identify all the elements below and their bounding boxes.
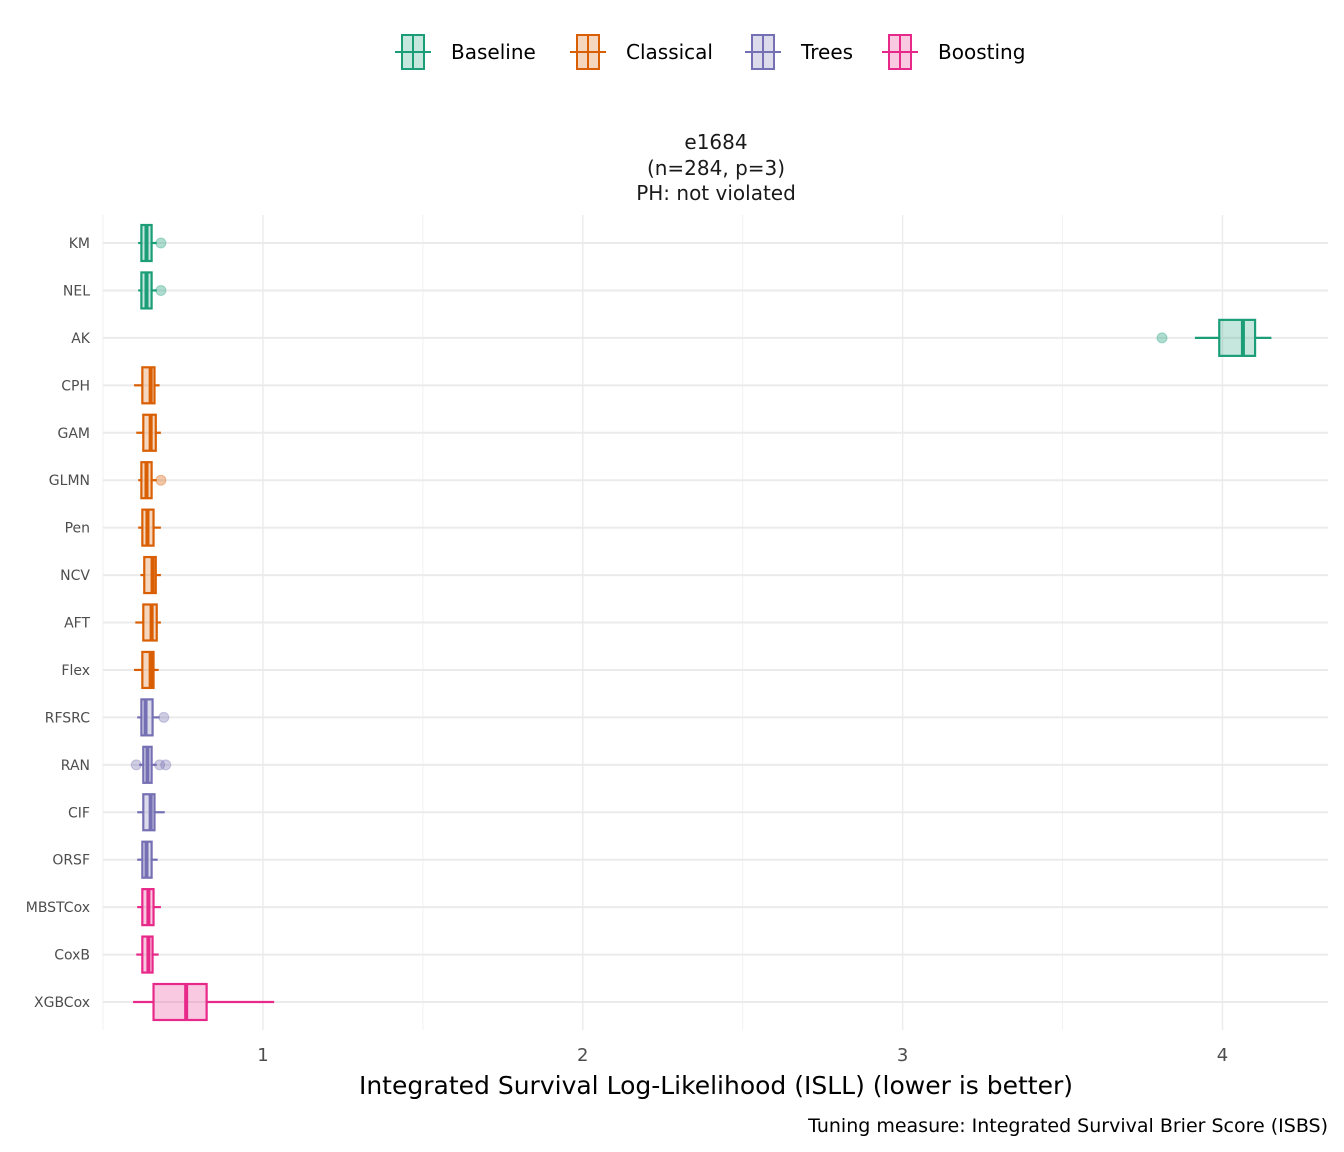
chart-title-line-3: PH: not violated xyxy=(636,181,796,205)
box-nel xyxy=(138,271,167,310)
box-aft xyxy=(135,603,161,642)
y-label-km: KM xyxy=(69,236,90,252)
box-ran xyxy=(130,745,172,784)
legend-label: Baseline xyxy=(451,40,536,64)
chart-title-line-2: (n=284, p=3) xyxy=(647,156,785,180)
legend-label: Trees xyxy=(800,40,853,64)
y-label-cif: CIF xyxy=(68,805,90,821)
y-label-coxb: CoxB xyxy=(54,948,90,964)
y-label-ak: AK xyxy=(71,331,91,347)
y-label-gam: GAM xyxy=(57,426,90,442)
box-xgbcox xyxy=(133,982,275,1022)
y-axis-labels: KM NEL AK CPH GAM GLMN Pen NCV AFT Flex RFSRC RAN CI… xyxy=(26,236,91,1011)
y-label-cph: CPH xyxy=(61,378,90,394)
legend-item-baseline: Baseline xyxy=(395,34,536,70)
x-tick-label: 1 xyxy=(257,1045,268,1066)
outlier-point xyxy=(158,711,170,723)
legend-label: Classical xyxy=(626,40,713,64)
outlier-point xyxy=(154,759,166,771)
box-ncv xyxy=(140,555,161,595)
x-tick-label: 3 xyxy=(897,1045,908,1066)
box-gam xyxy=(136,413,161,452)
chart-title-line-1: e1684 xyxy=(684,130,747,154)
box-orsf xyxy=(137,840,158,879)
legend-item-trees: Trees xyxy=(745,34,853,70)
y-label-aft: AFT xyxy=(64,616,90,632)
y-label-glmn: GLMN xyxy=(49,473,90,489)
box-flex xyxy=(134,650,159,690)
box-iqr xyxy=(143,555,157,595)
y-label-ran: RAN xyxy=(61,758,90,774)
box-km xyxy=(138,223,167,263)
box-cph xyxy=(134,366,160,405)
x-axis-ticks: 1 2 3 4 xyxy=(257,1045,1228,1066)
outlier-point xyxy=(155,237,167,249)
box-marks xyxy=(130,223,1272,1022)
y-label-rfsrc: RFSRC xyxy=(45,710,90,726)
box-pen xyxy=(138,508,161,547)
x-axis-label: Integrated Survival Log-Likelihood (ISLL… xyxy=(359,1071,1073,1100)
legend-label: Boosting xyxy=(938,40,1025,64)
caption: Tuning measure: Integrated Survival Brie… xyxy=(807,1115,1328,1137)
box-iqr xyxy=(152,982,208,1022)
y-label-orsf: ORSF xyxy=(52,853,90,869)
outlier-point xyxy=(155,284,167,296)
y-label-flex: Flex xyxy=(61,663,90,679)
box-iqr xyxy=(141,366,156,405)
y-label-mbstcox: MBSTCox xyxy=(26,900,90,916)
box-glmn xyxy=(138,461,167,500)
box-iqr xyxy=(1218,318,1257,357)
box-coxb xyxy=(136,935,159,974)
box-rfsrc xyxy=(137,698,170,737)
y-label-pen: Pen xyxy=(65,521,90,537)
gridlines xyxy=(102,215,1328,1030)
y-label-ncv: NCV xyxy=(60,568,90,584)
box-mbstcox xyxy=(137,888,161,927)
y-label-nel: NEL xyxy=(63,283,90,299)
outlier-point xyxy=(155,474,167,486)
legend-item-classical: Classical xyxy=(570,34,713,70)
box-ak xyxy=(1156,318,1272,357)
x-tick-label: 2 xyxy=(577,1045,588,1066)
legend: Baseline Classical Trees Boosting xyxy=(395,34,1025,70)
y-label-xgbcox: XGBCox xyxy=(34,995,90,1011)
box-cif xyxy=(137,793,165,832)
outlier-point xyxy=(1156,332,1168,344)
outlier-point xyxy=(130,759,142,771)
legend-item-boosting: Boosting xyxy=(882,34,1025,70)
outlier-point xyxy=(160,759,172,771)
box-iqr xyxy=(141,650,155,690)
x-tick-label: 4 xyxy=(1217,1045,1228,1066)
